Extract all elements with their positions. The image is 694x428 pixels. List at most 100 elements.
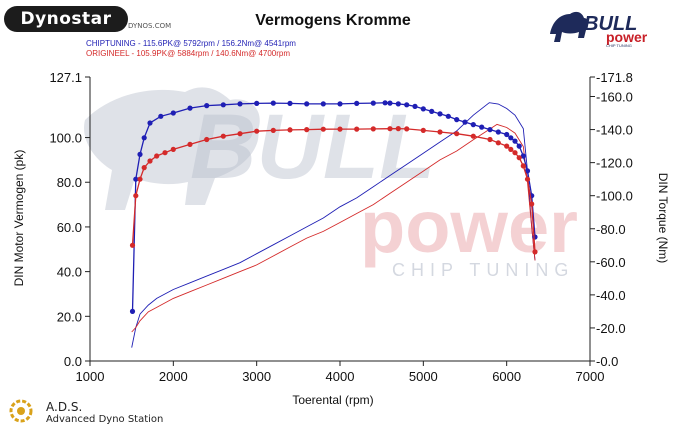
data-point-chiptuning-torque: [520, 153, 526, 159]
data-point-origineel-torque: [133, 193, 139, 199]
data-point-origineel-torque: [512, 150, 518, 156]
y-left-tick-label: 0.0: [64, 354, 82, 369]
data-point-chiptuning-torque: [495, 129, 501, 135]
data-point-origineel-torque: [420, 127, 426, 133]
series-line-origineel-power: [131, 123, 536, 333]
data-point-origineel-torque: [529, 201, 535, 207]
chart-title: Vermogens Kromme: [255, 12, 411, 29]
x-tick-label: 7000: [576, 369, 605, 384]
data-point-chiptuning-torque: [220, 102, 226, 108]
watermark-power-text: power: [360, 185, 578, 268]
legend-entry-chiptuning: CHIPTUNING - 115.6PK@ 5792rpm / 156.2Nm@…: [86, 39, 296, 48]
data-point-origineel-torque: [454, 131, 460, 137]
tick-labels: 1000 2000 3000 4000 5000 6000 7000 0.0 20.0 40.0 6…: [49, 70, 632, 384]
data-point-chiptuning-torque: [516, 143, 522, 149]
dynostar-logo: Dynostar: [4, 6, 128, 32]
data-point-chiptuning-torque: [387, 100, 393, 106]
bullpower-logo: BULL power CHIP TUNING: [550, 11, 648, 48]
data-point-chiptuning-torque: [354, 100, 360, 106]
data-point-origineel-torque: [137, 176, 143, 182]
series-layer: [129, 100, 538, 348]
data-point-chiptuning-torque: [187, 105, 193, 111]
data-point-chiptuning-torque: [304, 101, 310, 107]
watermark-bull-text: BULL: [190, 96, 435, 198]
y-right-tick-label: -160.0: [596, 90, 633, 105]
y-axis-right-label: DIN Torque (Nm): [656, 173, 670, 263]
data-point-chiptuning-torque: [429, 108, 435, 114]
y-left-tick-label: 100.0: [49, 131, 82, 146]
y-left-tick-label: 20.0: [57, 309, 82, 324]
data-point-origineel-torque: [254, 128, 260, 134]
data-point-origineel-torque: [337, 126, 343, 132]
data-point-origineel-torque: [487, 136, 493, 143]
ads-logo: [9, 399, 33, 423]
data-point-chiptuning-torque: [137, 151, 143, 157]
y-left-tick-label: 40.0: [57, 265, 82, 280]
data-point-chiptuning-torque: [337, 101, 343, 107]
data-point-origineel-torque: [516, 155, 522, 161]
x-tick-label: 3000: [242, 369, 271, 384]
data-point-origineel-torque: [129, 242, 136, 248]
data-point-chiptuning-torque: [270, 100, 276, 106]
data-point-origineel-torque: [141, 165, 147, 171]
data-point-origineel-torque: [204, 136, 210, 143]
data-point-chiptuning-torque: [532, 234, 538, 240]
data-point-origineel-torque: [187, 141, 193, 147]
data-point-origineel-torque: [354, 126, 360, 132]
y-right-tick-label: -40.0: [596, 288, 626, 303]
y-right-tick-label: -60.0: [596, 255, 626, 270]
x-tick-label: 4000: [326, 369, 355, 384]
data-point-chiptuning-torque: [508, 135, 514, 141]
y-right-tick-label: -80.0: [596, 222, 626, 237]
data-point-chiptuning-torque: [454, 117, 460, 123]
data-point-origineel-torque: [470, 133, 476, 139]
data-point-origineel-torque: [147, 158, 153, 164]
ads-subtitle: Advanced Dyno Station: [46, 414, 164, 425]
data-point-origineel-torque: [162, 150, 168, 156]
data-point-origineel-torque: [395, 126, 401, 132]
data-point-origineel-torque: [520, 163, 526, 169]
data-point-chiptuning-torque: [512, 138, 518, 144]
data-point-origineel-torque: [524, 176, 531, 182]
data-point-origineel-torque: [320, 126, 326, 132]
data-point-chiptuning-torque: [470, 122, 476, 128]
data-point-chiptuning-torque: [404, 102, 410, 108]
y-left-tick-label: 60.0: [57, 220, 82, 235]
data-point-origineel-torque: [437, 129, 443, 135]
data-point-origineel-torque: [532, 249, 538, 255]
data-point-chiptuning-torque: [370, 100, 376, 106]
data-point-origineel-torque: [220, 133, 226, 139]
data-point-origineel-torque: [287, 127, 293, 133]
y-right-tick-label: -0.0: [596, 354, 618, 369]
y-left-tick-label: 80.0: [57, 175, 82, 190]
data-point-chiptuning-torque: [287, 100, 293, 106]
data-point-chiptuning-torque: [479, 124, 485, 130]
ads-logo-ring: [9, 399, 33, 423]
x-axis-label: Toerental (rpm): [292, 393, 373, 407]
legend-entry-origineel: ORIGINEEL - 105.9PK@ 5884rpm / 140.6Nm@ …: [86, 49, 290, 58]
brand-logo-bottom: power: [606, 29, 648, 45]
bullpower-watermark: BULL power CHIP TUNING: [84, 87, 578, 280]
brand-logo-top: BULL: [584, 13, 637, 35]
x-tick-label: 5000: [409, 369, 438, 384]
ads-logo-core: [17, 407, 25, 415]
y-right-tick-label: -140.0: [596, 123, 633, 138]
data-point-chiptuning-torque: [129, 308, 136, 314]
data-point-origineel-torque: [370, 126, 376, 132]
ads-title: A.D.S.: [46, 400, 83, 414]
data-point-origineel-torque: [508, 146, 514, 152]
data-point-chiptuning-torque: [437, 111, 443, 117]
data-point-chiptuning-torque: [170, 110, 176, 116]
data-point-origineel-torque: [495, 140, 501, 146]
y-right-tick-label: -120.0: [596, 156, 633, 171]
y-right-tick-label: -171.8: [596, 70, 633, 85]
data-point-chiptuning-torque: [395, 101, 401, 107]
data-point-origineel-torque: [404, 126, 410, 132]
data-point-origineel-torque: [170, 146, 176, 152]
y-right-tick-label: -20.0: [596, 321, 626, 336]
data-point-chiptuning-torque: [412, 103, 418, 109]
data-point-chiptuning-torque: [504, 131, 510, 138]
bull-icon: [550, 11, 589, 42]
data-point-chiptuning-torque: [524, 168, 531, 174]
